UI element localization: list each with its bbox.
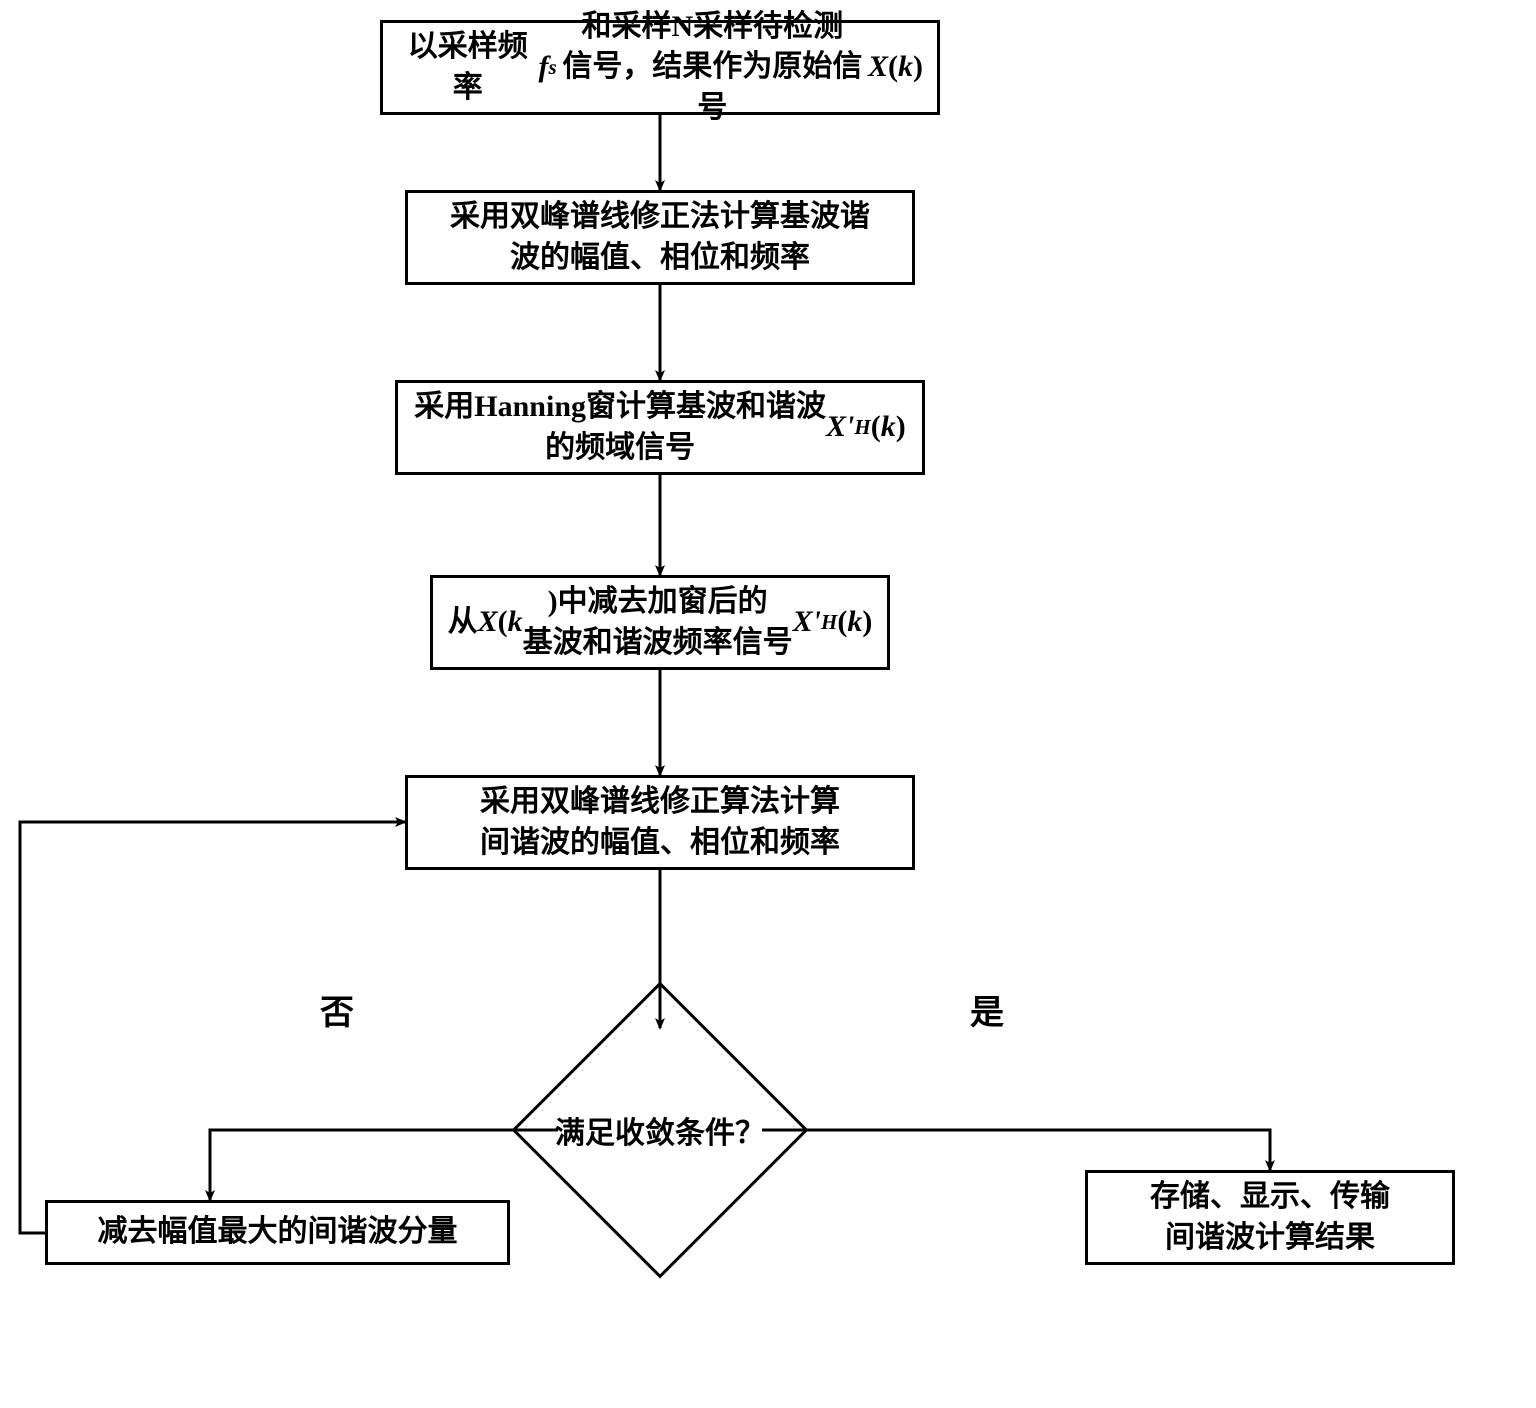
process-n7: 存储、显示、传输间谐波计算结果	[1085, 1170, 1455, 1265]
label-no: 否	[320, 985, 354, 1034]
process-n3: 采用Hanning窗计算基波和谐波的频域信号X' H(k)	[395, 380, 925, 475]
process-n6: 减去幅值最大的间谐波分量	[45, 1200, 510, 1265]
decision-d1: 满足收敛条件？	[555, 1025, 765, 1235]
process-n2: 采用双峰谱线修正法计算基波谐波的幅值、相位和频率	[405, 190, 915, 285]
process-n1: 以采样频率fs和采样N采样待检测信号，结果作为原始信号X(k)	[380, 20, 940, 115]
process-n4: 从X(k)中减去加窗后的基波和谐波频率信号X' H(k)	[430, 575, 890, 670]
process-n5: 采用双峰谱线修正算法计算间谐波的幅值、相位和频率	[405, 775, 915, 870]
label-yes: 是	[970, 985, 1004, 1034]
